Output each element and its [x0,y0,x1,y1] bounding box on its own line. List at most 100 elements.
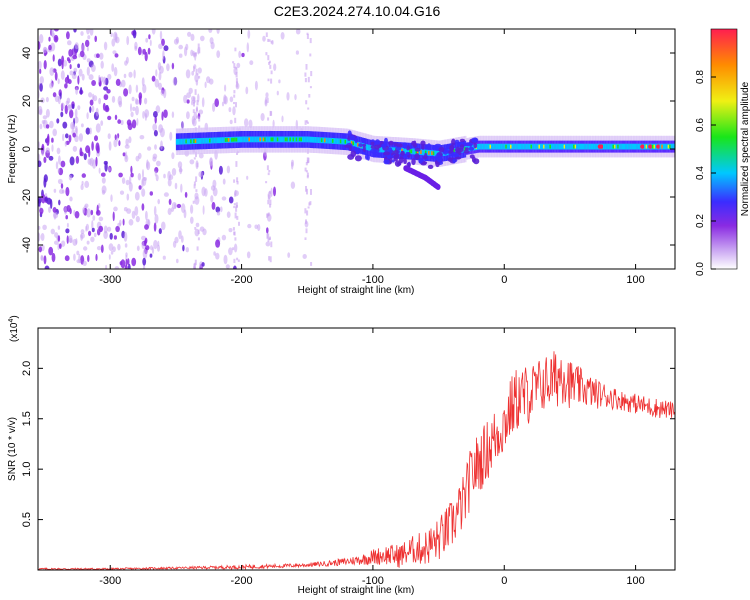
spectrogram-peak-cell [530,144,534,149]
spectrogram-noise-cell [233,243,238,253]
spectrogram-core-cell [462,146,465,153]
spectrogram-noise-cell [208,29,213,33]
spectrogram-noise-cell [191,70,195,76]
spectrogram-noise-cell [98,216,104,222]
spectrogram-noise-cell [57,95,61,105]
spectrogram-streak-cell [235,202,238,208]
spectrogram-core-cell [625,143,628,150]
spectrogram-streak-cell [193,157,196,160]
spectrogram-core-cell [308,136,311,143]
spectrogram-peak-cell [661,144,665,149]
spectrogram-noise-cell [174,182,178,190]
spectrogram-noise-cell [56,147,61,155]
spectrogram-streak-cell [236,81,239,88]
spectrogram-peak-cell [352,141,356,146]
spectrogram-core-cell [636,143,639,150]
spectrogram-noise-cell [141,235,146,241]
spectrogram-core-cell [302,136,305,143]
spectrogram-core-cell [541,143,544,150]
spectrogram-core-cell [585,143,588,150]
spectrogram-noise-cell [139,95,142,106]
snr-frame [37,327,676,571]
spectrogram-streak-cell [265,32,268,37]
spectrogram-noise-cell [125,259,128,266]
spectrogram-streak-cell [195,108,198,113]
spectrogram-streak-cell [195,68,198,74]
spectrogram-core-cell [628,143,631,150]
spectrogram-noise-cell [80,31,84,36]
spectrogram-noise-cell [80,229,85,235]
spectrogram-noise-cell [83,153,87,161]
spectrogram-core-cell [369,145,372,152]
spectrogram-noise-cell [254,80,258,91]
spectrogram-streak-cell [265,181,268,184]
spectrogram-core-cell [547,143,551,150]
spectrogram-noise-cell [114,53,119,58]
spectrogram-blob-cell [398,144,403,147]
spectrogram-core-cell [338,138,341,145]
spectrogram-noise-cell [260,113,265,121]
spectrogram-noise-cell [175,36,179,44]
spectrogram-core-cell [281,136,284,143]
spectrogram-noise-cell [171,152,175,160]
spectrogram-peak-cell [420,150,424,154]
spectrogram-streak-cell [267,38,270,42]
spectrogram-core-cell [346,138,349,145]
spectrogram-streak-cell [192,200,195,204]
spectrogram-streak-cell [306,210,309,216]
spectrogram-streak-cell [236,177,239,183]
spectrogram-noise-cell [142,248,148,259]
spectrogram-noise-cell [39,123,43,130]
spectrogram-noise-cell [100,120,104,126]
spectrogram-streak-cell [304,72,307,77]
spectrogram-blob-cell [438,146,445,153]
spectrogram-noise-cell [157,244,160,252]
spectrogram-core-cell [659,143,662,150]
spectrogram-noise-cell [212,102,216,112]
spectrogram-noise-cell [71,48,74,56]
spectrogram-noise-cell [273,186,276,197]
spectrogram-streak-cell [198,47,201,54]
spectrogram-noise-cell [71,73,77,80]
spectrogram-streak-cell [305,186,307,192]
colorbar-tick-label: 0.2 [695,214,706,228]
spectrogram-blob-cell [365,154,369,160]
spectrogram-noise-cell [113,235,117,240]
spectrogram-core-cell [275,136,278,143]
spectrogram-noise-cell [131,119,137,129]
spectrogram-noise-cell [91,227,95,233]
spectrogram-x-tick-label: 100 [626,274,644,286]
spectrogram-streak-cell [306,34,309,39]
spectrogram-noise-cell [85,127,91,135]
spectrogram-core-cell [267,136,270,143]
spectrogram-noise-cell [154,144,157,150]
spectrogram-noise-cell [201,262,205,267]
spectrogram-core-cell [562,143,565,150]
spectrogram-noise-cell [158,43,163,50]
colorbar-tick-label: 0.6 [695,118,706,132]
spectrogram-noise-cell [102,76,107,85]
spectrogram-noise-cell [91,141,94,151]
spectrogram-peak-cell [612,144,616,149]
spectrogram-peak-cell [543,144,547,149]
spectrogram-core-cell [508,143,511,150]
spectrogram-noise-cell [94,135,98,142]
spectrogram-noise-cell [160,140,163,150]
spectrogram-streak-cell [194,89,197,95]
spectrogram-core-cell [207,137,210,144]
spectrogram-noise-cell [49,67,55,76]
spectrogram-noise-cell [150,245,153,251]
spectrogram-core-cell [434,150,437,157]
spectrogram-streak-cell [193,101,195,107]
spectrogram-noise-cell [146,159,149,169]
spectrogram-streak-cell [193,181,196,186]
spectrogram-streak-cell [267,238,270,242]
spectrogram-core-cell [250,136,253,143]
spectrogram-noise-cell [78,53,81,58]
spectrogram-core-cell [188,138,191,145]
spectrogram-noise-cell [103,94,109,101]
spectrogram-noise-cell [131,96,135,102]
spectrogram-streak-cell [197,229,200,235]
spectrogram-streak-cell [193,100,196,103]
spectrogram-noise-cell [72,145,78,152]
